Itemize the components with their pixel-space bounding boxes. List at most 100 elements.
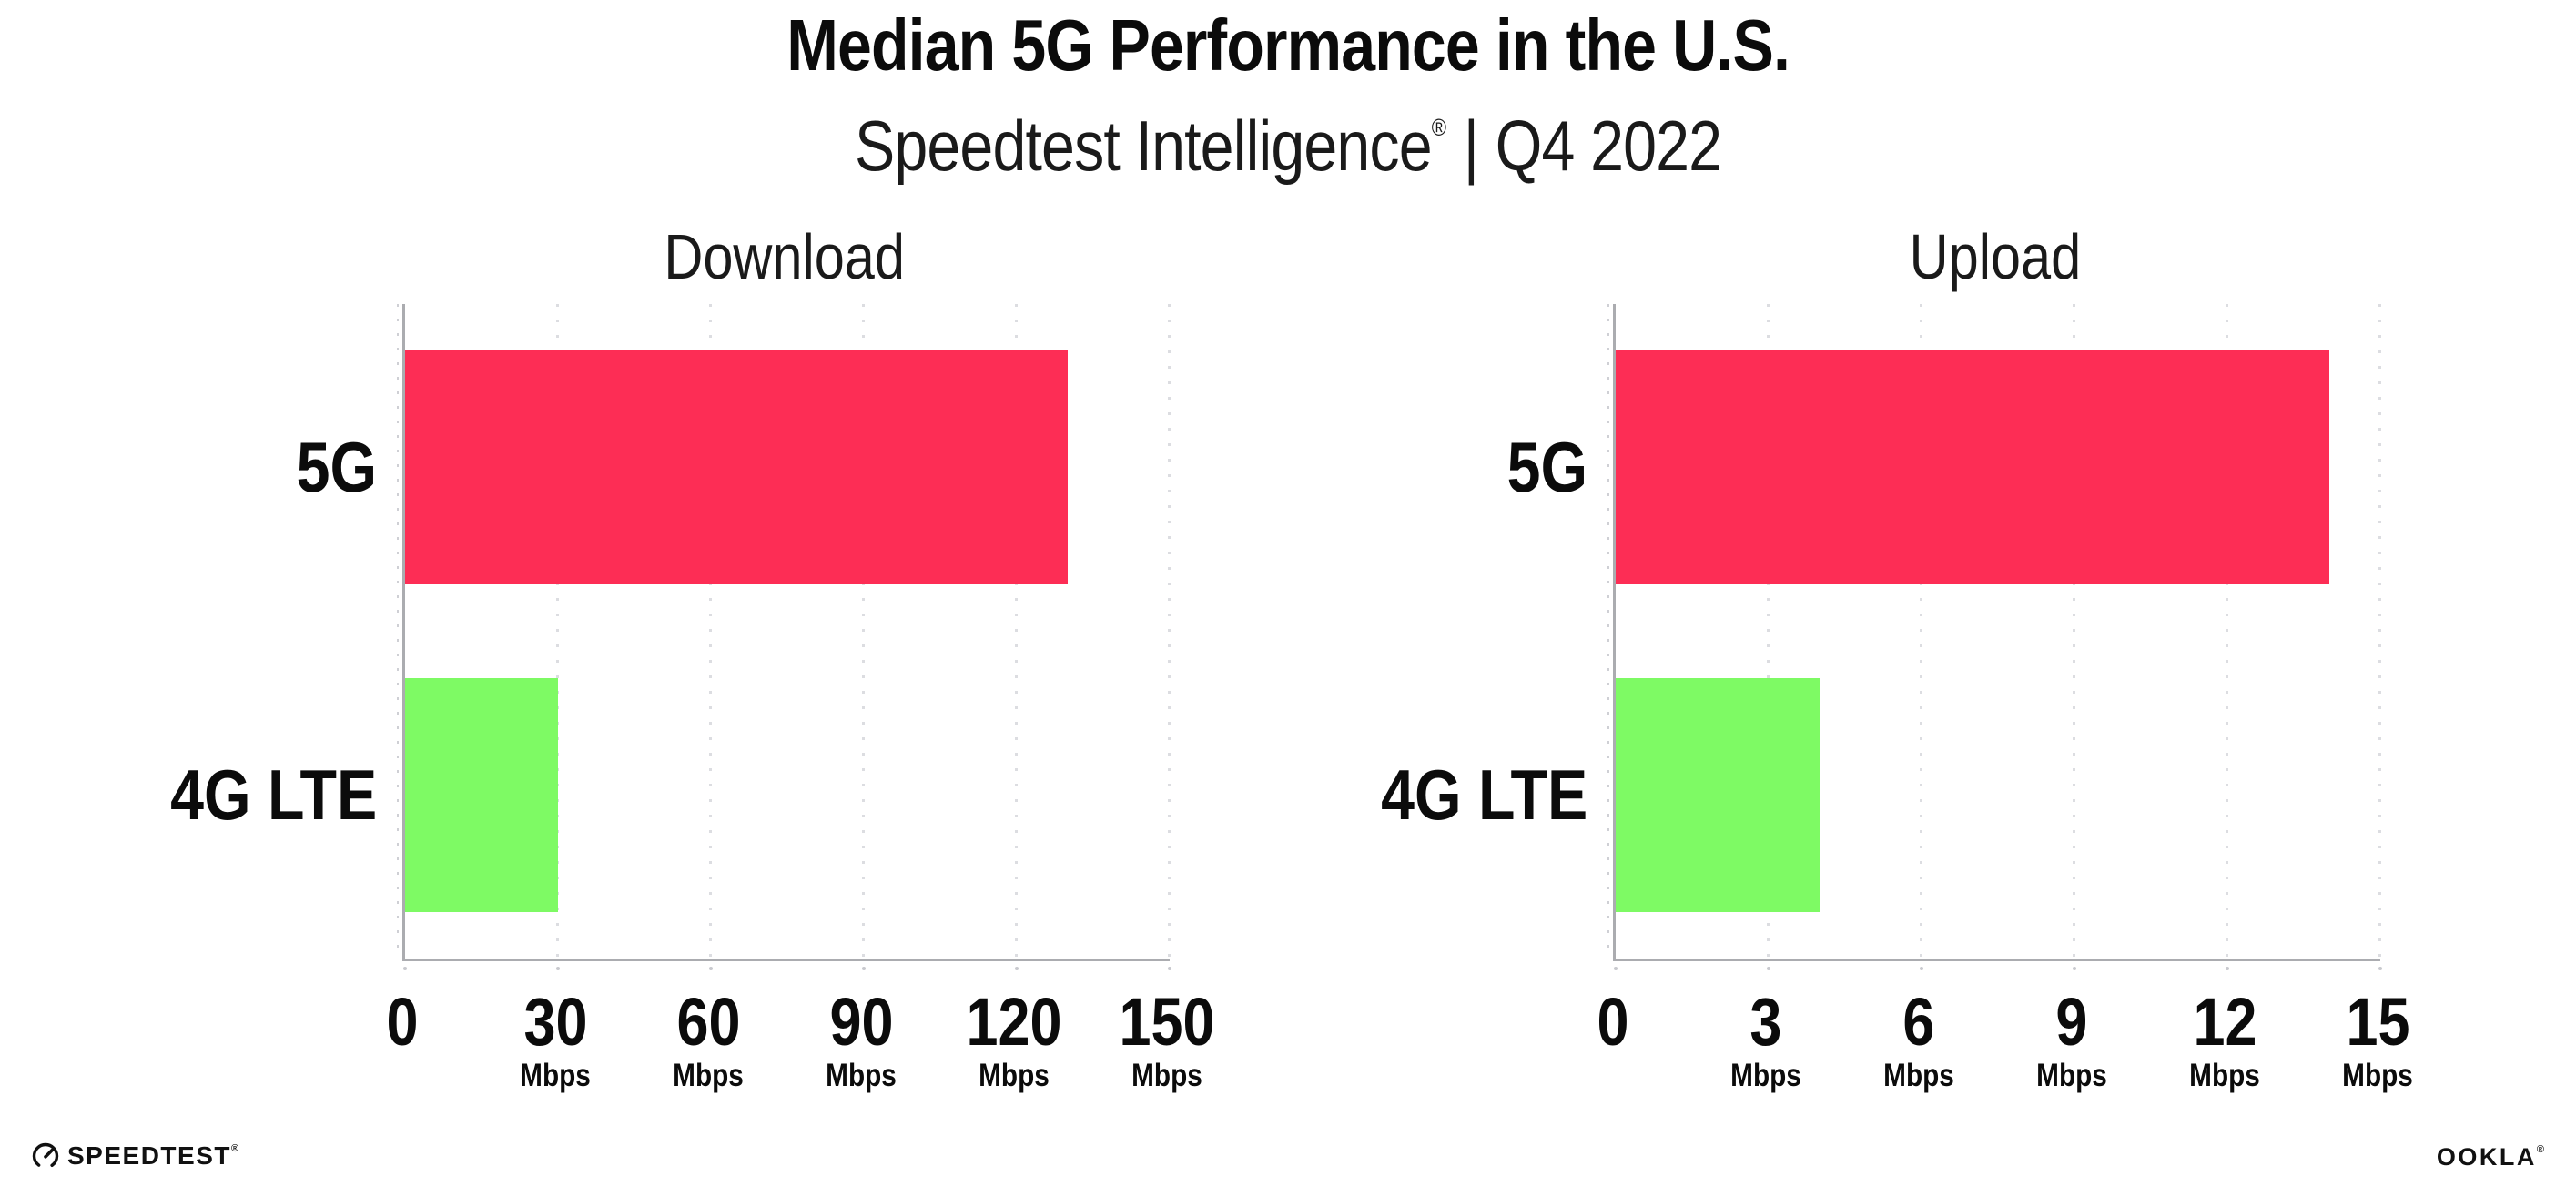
x-tick-mark-150-download [1168,967,1171,970]
speedtest-gauge-icon [31,1141,60,1171]
x-tick-mark-60-download [709,967,713,970]
gridline-90-download [862,304,865,959]
x-tick-label-60-download: 60 Mbps [666,988,749,1093]
x-tick-unit-12-upload: Mbps [2189,1058,2260,1093]
speedtest-wordmark-text: SPEEDTEST [67,1141,231,1170]
bar-4g-lte-upload [1616,677,1820,912]
x-tick-mark-120-download [1015,967,1019,970]
x-tick-value-0-upload: 0 [1597,984,1629,1060]
x-tick-unit-150-download: Mbps [1131,1058,1202,1093]
x-tick-unit-6-upload: Mbps [1883,1058,1954,1093]
category-label-5g-download: 5G [84,304,377,632]
plot-area-upload [1607,304,2382,970]
x-tick-label-3-upload: 3 Mbps [1724,988,1807,1093]
category-label-text-4g-lte: 4G LTE [169,754,377,835]
x-tick-unit-9-upload: Mbps [2036,1058,2107,1093]
x-tick-label-30-download: 30 Mbps [513,988,596,1093]
x-tick-mark-12-upload [2226,967,2229,970]
x-tick-label-90-download: 90 Mbps [819,988,902,1093]
bar-5g-upload [1616,350,2329,585]
x-tick-value-6-upload: 6 [1902,984,1935,1060]
x-tick-unit-90-download: Mbps [826,1058,897,1093]
category-label-text-5g: 5G [296,427,377,508]
x-tick-label-9-upload: 9 Mbps [2030,988,2113,1093]
page-title-text: Median 5G Performance in the U.S. [786,5,1790,86]
y-axis-dotted-line [1607,304,1609,959]
x-tick-value-60-download: 60 [676,984,740,1060]
y-axis-dotted-line [397,304,399,959]
x-tick-value-30-download: 30 [523,984,587,1060]
x-tick-unit-3-upload: Mbps [1730,1058,1801,1093]
x-tick-value-150-download: 150 [1119,984,1215,1060]
subtitle-separator: | [1463,106,1479,186]
gridline-12-upload [2226,304,2228,959]
chart-upload: Upload 5G 4G LTE 0 3 Mbps 6 Mbps 9 Mbps 12 Mbps 15 Mb… [1294,218,2413,1138]
gridline-30-download [556,304,559,959]
x-tick-unit-120-download: Mbps [979,1058,1050,1093]
x-tick-value-9-upload: 9 [2055,984,2088,1060]
x-tick-label-120-download: 120 Mbps [958,988,1070,1093]
page-subtitle: Speedtest Intelligence® | Q4 2022 [0,87,2576,186]
chart-title-upload: Upload [1613,222,2378,291]
x-tick-label-150-download: 150 Mbps [1111,988,1222,1093]
x-tick-value-0-download: 0 [386,984,419,1060]
ookla-registered-mark: ® [2536,1144,2544,1155]
x-tick-label-6-upload: 6 Mbps [1877,988,1960,1093]
gridline-150-download [1168,304,1171,959]
x-tick-mark-9-upload [2073,967,2076,970]
y-axis-labels-upload: 5G 4G LTE [1294,304,1587,959]
category-label-text-5g: 5G [1506,427,1587,508]
registered-mark: ® [1431,114,1446,141]
subtitle-period: Q4 2022 [1495,106,1722,186]
category-label-4g-lte-download: 4G LTE [84,632,377,959]
x-tick-mark-6-upload [1920,967,1923,970]
bar-4g-lte-download [405,677,558,912]
chart-title-text-download: Download [664,221,906,292]
y-axis-labels-download: 5G 4G LTE [84,304,377,959]
speedtest-logo: SPEEDTEST® [31,1138,238,1174]
x-tick-value-120-download: 120 [966,984,1062,1060]
x-tick-value-3-upload: 3 [1749,984,1782,1060]
gridline-3-upload [1767,304,1770,959]
category-label-4g-lte-upload: 4G LTE [1294,632,1587,959]
x-tick-unit-60-download: Mbps [673,1058,744,1093]
gridline-60-download [709,304,712,959]
x-tick-value-12-upload: 12 [2193,984,2257,1060]
x-tick-mark-3-upload [1767,967,1770,970]
x-tick-unit-30-download: Mbps [520,1058,591,1093]
x-tick-mark-30-download [556,967,560,970]
speedtest-wordmark: SPEEDTEST® [67,1141,238,1171]
page-title: Median 5G Performance in the U.S. [0,5,2576,86]
bar-5g-download [405,350,1068,585]
x-tick-mark-0-download [403,967,407,970]
x-tick-mark-0-upload [1614,967,1618,970]
x-tick-label-0-upload: 0 [1594,988,1631,1057]
speedtest-registered-mark: ® [230,1143,239,1154]
ookla-logo: OOKLA® [2437,1143,2544,1172]
x-tick-unit-15-upload: Mbps [2342,1058,2413,1093]
x-axis-upload: 0 3 Mbps 6 Mbps 9 Mbps 12 Mbps 15 Mbps [1597,988,2413,1124]
gridline-15-upload [2378,304,2381,959]
x-tick-label-12-upload: 12 Mbps [2183,988,2266,1093]
ookla-wordmark-text: OOKLA [2436,1143,2537,1171]
x-tick-label-0-download: 0 [383,988,421,1057]
chart-title-text-upload: Upload [1909,221,2082,292]
x-tick-label-15-upload: 15 Mbps [2336,988,2419,1093]
gridline-6-upload [1920,304,1922,959]
gridline-9-upload [2073,304,2075,959]
x-tick-value-15-upload: 15 [2346,984,2409,1060]
gridline-120-download [1015,304,1018,959]
category-label-text-4g-lte: 4G LTE [1380,754,1587,835]
plot-area-download [397,304,1171,970]
x-axis-download: 0 30 Mbps 60 Mbps 90 Mbps 120 Mbps 150 Mbps [387,988,1215,1124]
x-tick-mark-15-upload [2378,967,2382,970]
subtitle-brand: Speedtest Intelligence [854,106,1433,186]
category-label-5g-upload: 5G [1294,304,1587,632]
chart-title-download: Download [402,222,1167,291]
x-tick-mark-90-download [862,967,866,970]
chart-download: Download 5G 4G LTE 0 30 Mbps 60 Mbps 90 Mbps 120 Mb… [84,218,1215,1138]
x-tick-value-90-download: 90 [829,984,893,1060]
page-subtitle-text: Speedtest Intelligence® | Q4 2022 [854,87,1722,186]
